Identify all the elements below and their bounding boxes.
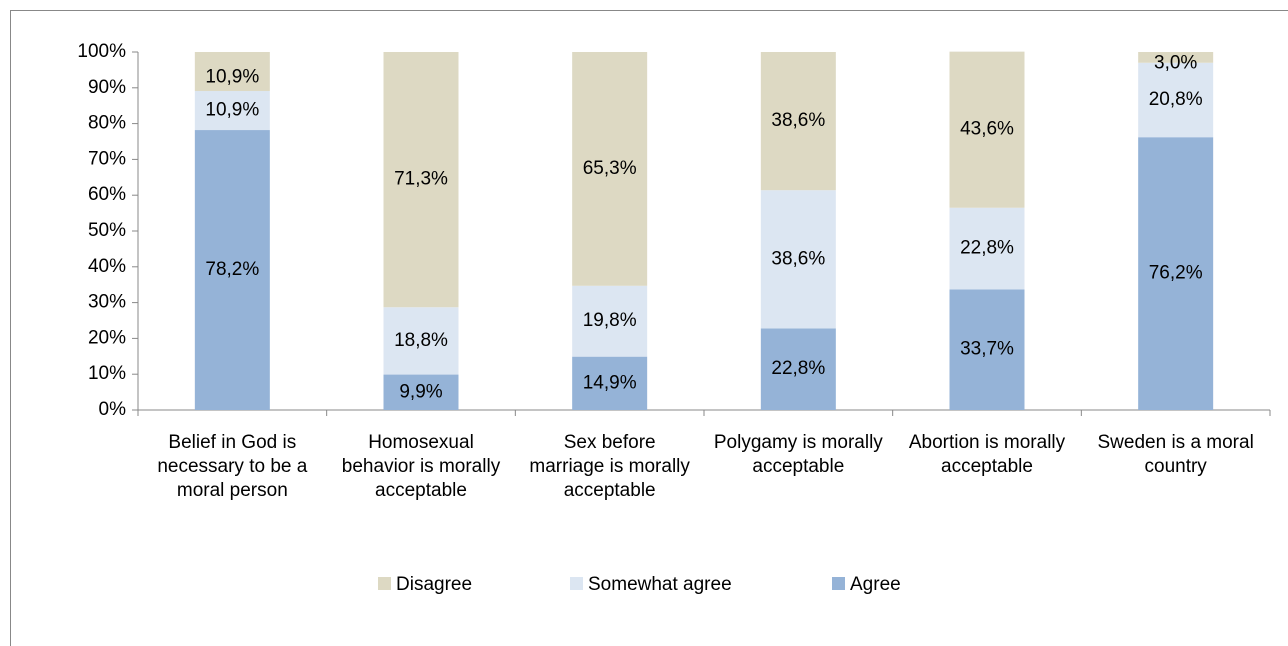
bar-segment [760, 190, 836, 329]
data-label: 3,0% [1154, 52, 1197, 73]
bar-segment [760, 328, 836, 410]
data-label: 22,8% [960, 238, 1014, 259]
bar-segment [949, 207, 1025, 290]
legend-swatch [378, 577, 391, 590]
legend-label: Disagree [396, 574, 472, 595]
bar-segment [572, 52, 648, 286]
y-tick-label: 0% [99, 399, 127, 420]
data-label: 9,9% [399, 381, 442, 402]
bar-segment [383, 374, 459, 410]
bar-segment [949, 289, 1025, 410]
y-tick-label: 90% [88, 77, 126, 98]
data-label: 20,8% [1149, 89, 1203, 110]
x-tick-label: Abortion is morally acceptable [908, 432, 1066, 477]
bar-segment [572, 285, 648, 357]
y-tick-label: 70% [88, 148, 126, 169]
data-label: 18,8% [394, 330, 448, 351]
data-label: 10,9% [205, 100, 259, 121]
data-label: 22,8% [771, 358, 825, 379]
bar-segment [1138, 137, 1214, 411]
y-tick-label: 10% [88, 363, 126, 384]
bar-segment [760, 52, 836, 191]
data-label: 78,2% [205, 259, 259, 280]
legend-label: Somewhat agree [588, 574, 732, 595]
bar-segment [383, 307, 459, 375]
bar-segment [194, 130, 270, 410]
data-label: 43,6% [960, 119, 1014, 140]
legend-swatch [570, 577, 583, 590]
x-tick-label: Sex before marriage is morally acceptabl… [529, 432, 690, 501]
x-tick-label: Sweden is a moral country [1097, 432, 1254, 477]
y-tick-label: 20% [88, 327, 126, 348]
data-label: 65,3% [583, 158, 637, 179]
bar-segment [572, 356, 648, 410]
legend-swatch [832, 577, 845, 590]
y-tick-label: 50% [88, 220, 126, 241]
data-label: 10,9% [205, 67, 259, 88]
data-label: 71,3% [394, 169, 448, 190]
data-label: 14,9% [583, 372, 637, 393]
data-label: 33,7% [960, 339, 1014, 360]
bar-segment [1138, 62, 1214, 138]
x-tick-label: Polygamy is morally acceptable [713, 432, 883, 477]
data-label: 76,2% [1149, 263, 1203, 284]
bar-segment [383, 52, 459, 308]
x-tick-label: Homosexual behavior is morally acceptabl… [341, 432, 501, 501]
bar-segment [949, 51, 1025, 208]
bar-segment [194, 52, 270, 92]
data-label: 38,6% [771, 110, 825, 131]
y-tick-label: 30% [88, 292, 126, 313]
y-tick-label: 100% [77, 41, 126, 62]
x-tick-label: Belief in God is necessary to be a moral… [157, 432, 308, 501]
bar-segment [1138, 52, 1214, 63]
y-tick-label: 60% [88, 184, 126, 205]
data-label: 19,8% [583, 310, 637, 331]
y-tick-label: 40% [88, 256, 126, 277]
data-label: 38,6% [771, 248, 825, 269]
legend-label: Agree [850, 574, 901, 595]
y-tick-label: 80% [88, 113, 126, 134]
bar-segment [194, 91, 270, 131]
